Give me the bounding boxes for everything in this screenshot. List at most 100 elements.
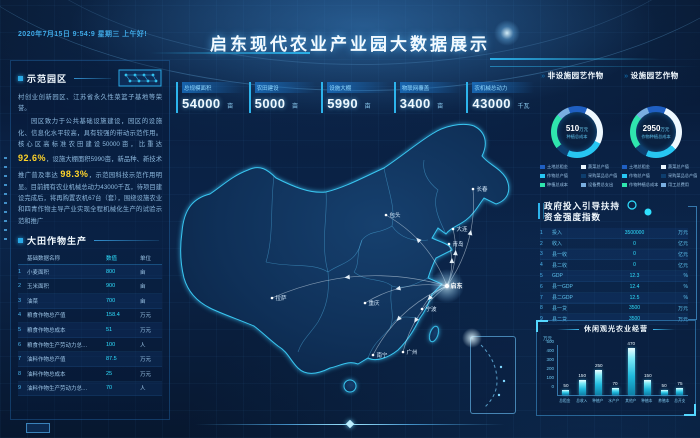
table-row: 1 投入 3500000 万元 (540, 228, 688, 239)
row-unit: 万元 (677, 305, 688, 312)
table-row: 9 县二贷 3500 万元 (540, 314, 688, 326)
donut-label: 作物种植总成本 (641, 134, 671, 139)
y-axis-label: 万元 (543, 336, 552, 341)
left-edge-ticks-decoration (4, 150, 7, 240)
bar (611, 388, 619, 395)
bar (660, 390, 668, 395)
bottom-diamond-decoration (345, 419, 355, 429)
facility-legend: 土地总租金 蔬菜总产值 作物总产值 采购菜品总产值 作物种植总成本 (622, 164, 698, 188)
row-unit: 万元 (140, 328, 152, 335)
row-value: 800 (106, 268, 116, 275)
bar-category: 养殖本 (657, 398, 669, 403)
park-text-segment: 村创业创新园区、江苏省永久性菜篮子基地等荣誉。 (18, 94, 162, 113)
bar-category: 种植产 (592, 398, 604, 403)
city-label: 长春 (477, 185, 489, 193)
bar-group: 70 (611, 382, 619, 395)
stat-value: 5000 (254, 96, 286, 111)
row-value: 87.5 (106, 356, 117, 363)
legend-label: 蔬菜总产值 (588, 164, 609, 169)
facility-hort-title: » 设施园艺作物 (624, 70, 679, 81)
table-row: 9 油料作物生产劳动力总… 70 人 (18, 381, 162, 397)
bar (595, 370, 603, 395)
south-china-sea-inset (470, 336, 516, 414)
demo-park-header: 示范园区 (18, 69, 162, 87)
leisure-yticks: 500 400 300 200 100 0 (539, 339, 554, 392)
legend-item: 种植总成本 (540, 182, 579, 188)
stat-unit: 千瓦 (517, 104, 530, 110)
bar-value: 50 (563, 383, 569, 389)
stat-label: 设施大棚 (327, 82, 389, 93)
row-index: 2 (540, 240, 543, 247)
section-title: 设施园艺作物 (630, 71, 679, 80)
header-name: 基础数据名称 (27, 255, 61, 262)
row-name: 油料作物总成本 (27, 371, 66, 378)
legend-label: 蔬菜总产值 (668, 164, 689, 169)
stat-card: 物联网覆盖 3400 亩 (393, 82, 462, 113)
table-row: 3 油菜 700 亩 (18, 294, 162, 309)
row-unit: 亩 (140, 284, 146, 291)
legend-swatch (581, 165, 586, 169)
row-value: 100 (106, 341, 116, 348)
gov-title-line2: 资金强度指数 (544, 212, 602, 223)
row-unit: 亿元 (677, 262, 688, 269)
sea-inset-flare-decoration (462, 328, 482, 348)
legend-item: 土地总租金 (540, 164, 579, 170)
legend-item: 蔬菜总产值 (661, 164, 698, 170)
gov-table: 1 投入 3500000 万元 2 收入 0 亿元 3 县一收 0 亿元 4 (540, 228, 688, 326)
row-index: 3 (540, 251, 543, 258)
legend-swatch (581, 174, 586, 178)
hub-marker (444, 283, 450, 289)
legend-swatch (540, 174, 545, 178)
arrow-decoration-icon: » (624, 71, 629, 80)
bar (578, 380, 586, 395)
row-index: 7 (540, 294, 543, 301)
row-value: 3500000 (624, 229, 645, 236)
row-name: GDP (552, 273, 563, 280)
circuit-chip-icon (118, 69, 162, 87)
row-unit: 亩 (140, 269, 146, 276)
row-unit: 人 (140, 342, 146, 349)
row-value: 700 (106, 297, 116, 304)
row-index: 6 (18, 341, 22, 348)
city-label: 青岛 (453, 240, 465, 248)
bar (676, 387, 684, 395)
china-map-container: 长春 大连 青岛 包头 拉萨 重庆 宁波 广州 南宁 启东 (170, 112, 538, 414)
field-crops-title: 大田作物生产 (27, 235, 88, 246)
row-unit: 亩 (140, 298, 146, 305)
table-row: 5 粮食作物总成本 51 万元 (18, 323, 162, 338)
bar-group: 250 (595, 364, 603, 395)
row-name: 县一GDP (552, 284, 573, 291)
bar (627, 348, 635, 395)
row-unit: % (683, 283, 688, 290)
row-unit: 亿元 (677, 251, 688, 258)
table-row: 7 油料作物总产值 87.5 万元 (18, 352, 162, 368)
gov-bracket-decoration (688, 206, 697, 320)
row-unit: 万元 (677, 316, 688, 323)
bar-value: 50 (661, 383, 667, 389)
table-row: 3 县一收 0 亿元 (540, 249, 688, 261)
table-row: 6 粮食作物生产劳动力总… 100 人 (18, 338, 162, 353)
row-name: 收入 (552, 241, 563, 248)
row-name: 油料作物生产劳动力总… (27, 386, 88, 393)
donut-value-number: 2950 (642, 124, 661, 133)
row-index: 6 (540, 283, 543, 290)
city-marker (451, 227, 455, 231)
city-marker (447, 242, 451, 246)
legend-label: 种植总成本 (547, 182, 568, 187)
bar (644, 380, 652, 395)
row-name: 县一收 (552, 251, 568, 258)
donut-label: 种植总成本 (566, 134, 588, 139)
row-index: 9 (18, 385, 22, 392)
row-value: 51 (106, 327, 113, 334)
row-value: 900 (106, 283, 116, 290)
row-name: 县一贷 (552, 305, 568, 312)
plane-arrow-icon (414, 317, 419, 323)
legend-item: 土地总租金 (622, 164, 659, 170)
stat-value-row: 43000 千瓦 (472, 95, 534, 113)
bar-value: 75 (677, 380, 683, 386)
stat-card: 设施大棚 5990 亩 (321, 82, 389, 113)
legend-item: 作物种植总成本 (622, 182, 659, 188)
demo-park-panel: 示范园区 村创业创新园区、江苏省永久性菜篮子基地等荣誉。 园区致力于公共基础设施… (10, 60, 170, 420)
park-text-paragraph: 园区致力于公共基础设施建设，园区的设施化、信息化水平较高，具有较强的带动示范作用… (18, 116, 162, 226)
highlight-percent: 98.3% (60, 169, 89, 180)
